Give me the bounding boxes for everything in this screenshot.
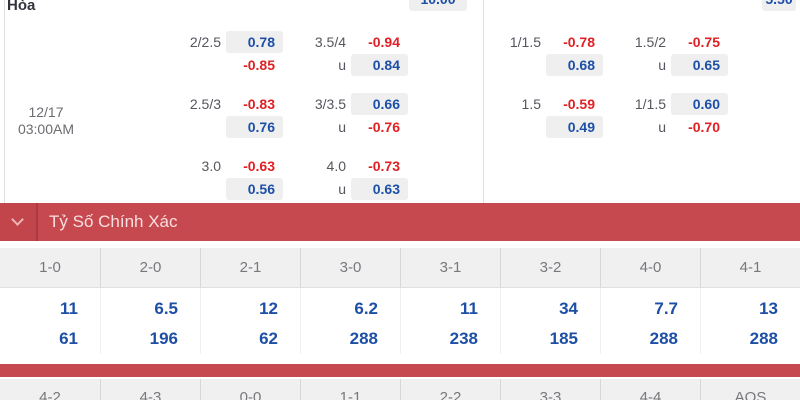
odds-value[interactable]: 0.66 <box>351 92 408 115</box>
score-odds-value[interactable]: 185 <box>549 329 578 348</box>
score-header: 3-3 <box>500 379 600 400</box>
handicap-label: 2.5/3 <box>189 95 221 112</box>
score-odds-value[interactable]: 13 <box>759 299 778 318</box>
score-header: 2-0 <box>100 248 200 287</box>
score-odds-column: 7.7 288 <box>600 288 700 354</box>
total-label: 3/3.5 <box>314 95 346 112</box>
score-header: 2-2 <box>400 379 500 400</box>
odds-value[interactable]: 0.63 <box>351 177 408 200</box>
score-odds-value[interactable]: 62 <box>259 329 278 348</box>
score-odds-column: 34 185 <box>500 288 600 354</box>
left-border-line <box>4 0 5 203</box>
odds-value[interactable]: -0.73 <box>368 157 400 174</box>
score-odds-value[interactable]: 7.7 <box>654 299 678 318</box>
total-label: 1/1.5 <box>634 95 666 112</box>
score-header: 3-1 <box>400 248 500 287</box>
chevron-down-icon <box>11 213 24 226</box>
score-odds-column: 6.5 196 <box>100 288 200 354</box>
odds-value[interactable]: -0.83 <box>243 95 275 112</box>
odds-value[interactable]: -0.94 <box>368 33 400 50</box>
score-header: 1-1 <box>300 379 400 400</box>
handicap-label: 2/2.5 <box>189 33 221 50</box>
odds-value[interactable]: 0.60 <box>671 92 728 115</box>
handicap-column-right: 1/1.5 -0.78 0.68 1.5 -0.59 0.49 <box>483 30 603 154</box>
odds-value[interactable]: -0.85 <box>243 56 275 73</box>
over-under-column-left: 3.5/4 -0.94 u 0.84 3/3.5 0.66 u -0.76 4.0 -0.… <box>288 30 408 216</box>
odds-value[interactable]: -0.70 <box>688 118 720 135</box>
over-under-column-right: 1.5/2 -0.75 u 0.65 1/1.5 0.60 u -0.70 <box>608 30 728 154</box>
score-odds-column: 11 61 <box>0 288 100 354</box>
score-header-row-1: 1-0 2-0 2-1 3-0 3-1 3-2 4-0 4-1 <box>0 248 800 288</box>
section-divider-bar <box>0 364 800 377</box>
score-odds-value[interactable]: 11 <box>460 299 478 318</box>
score-odds-value[interactable]: 238 <box>449 329 478 348</box>
score-header: 4-4 <box>600 379 700 400</box>
total-label: 3.5/4 <box>314 33 346 50</box>
under-marker: u <box>338 118 346 135</box>
handicap-label: 3.0 <box>201 157 221 174</box>
score-header: 3-0 <box>300 248 400 287</box>
score-header-row-2: 4-2 4-3 0-0 1-1 2-2 3-3 4-4 AOS <box>0 379 800 400</box>
draw-odds-value[interactable]: 10.00 <box>409 0 467 11</box>
odds-value[interactable]: 0.78 <box>226 30 283 53</box>
score-odds-value[interactable]: 34 <box>559 299 578 318</box>
score-header: 4-2 <box>39 389 61 400</box>
odds-value[interactable]: -0.59 <box>563 95 595 112</box>
match-time: 03:00AM <box>17 121 75 137</box>
odds-value[interactable]: -0.63 <box>243 157 275 174</box>
handicap-column-left: 2/2.5 0.78 -0.85 2.5/3 -0.83 0.76 3.0 -0.63… <box>163 30 283 216</box>
score-header: 4-1 <box>700 248 800 287</box>
score-header: 2-1 <box>200 248 300 287</box>
score-odds-value[interactable]: 12 <box>259 299 278 318</box>
match-datetime: 12/17 03:00AM <box>5 104 87 138</box>
total-label: 4.0 <box>326 157 346 174</box>
score-header: 3-2 <box>500 248 600 287</box>
score-header: 4-3 <box>100 379 200 400</box>
handicap-label: 1.5 <box>521 95 541 112</box>
odds-value[interactable]: 0.84 <box>351 53 408 76</box>
score-odds-value[interactable]: 288 <box>649 329 678 348</box>
score-odds-value[interactable]: 6.2 <box>354 299 378 318</box>
odds-value[interactable]: -0.75 <box>688 33 720 50</box>
draw-column-header: Hòa <box>7 0 36 14</box>
score-odds-column: 13 288 <box>700 288 800 354</box>
odds-value[interactable]: 0.68 <box>546 53 603 76</box>
away-odds-value[interactable]: 5.50 <box>762 0 796 11</box>
odds-value[interactable]: 0.56 <box>226 177 283 200</box>
odds-value[interactable]: 0.65 <box>671 53 728 76</box>
score-header: 1-0 <box>39 259 61 276</box>
odds-value[interactable]: -0.76 <box>368 118 400 135</box>
under-marker: u <box>658 56 666 73</box>
score-odds-value[interactable]: 6.5 <box>154 299 178 318</box>
score-odds-column: 6.2 288 <box>300 288 400 354</box>
score-header: AOS <box>700 379 800 400</box>
column-divider-line <box>483 0 484 203</box>
under-marker: u <box>338 56 346 73</box>
score-odds-column: 12 62 <box>200 288 300 354</box>
under-marker: u <box>338 180 346 197</box>
score-odds-value[interactable]: 288 <box>749 329 778 348</box>
score-header: 4-0 <box>600 248 700 287</box>
odds-value[interactable]: -0.78 <box>563 33 595 50</box>
odds-value[interactable]: 0.49 <box>546 115 603 138</box>
match-date: 12/17 <box>28 104 64 120</box>
collapse-toggle[interactable] <box>0 203 38 241</box>
odds-value[interactable]: 0.76 <box>226 115 283 138</box>
under-marker: u <box>658 118 666 135</box>
score-header: 0-0 <box>200 379 300 400</box>
score-odds-grid: 11 61 6.5 196 12 62 6.2 288 11 238 34 18… <box>0 288 800 354</box>
section-header-correct-score[interactable]: Tỷ Số Chính Xác <box>0 203 800 241</box>
handicap-label: 1/1.5 <box>509 33 541 50</box>
score-odds-value[interactable]: 288 <box>349 329 378 348</box>
score-odds-value[interactable]: 196 <box>149 329 178 348</box>
total-label: 1.5/2 <box>634 33 666 50</box>
score-odds-value[interactable]: 61 <box>59 329 78 348</box>
section-title: Tỷ Số Chính Xác <box>49 212 178 231</box>
score-odds-value[interactable]: 11 <box>60 299 78 318</box>
score-odds-column: 11 238 <box>400 288 500 354</box>
